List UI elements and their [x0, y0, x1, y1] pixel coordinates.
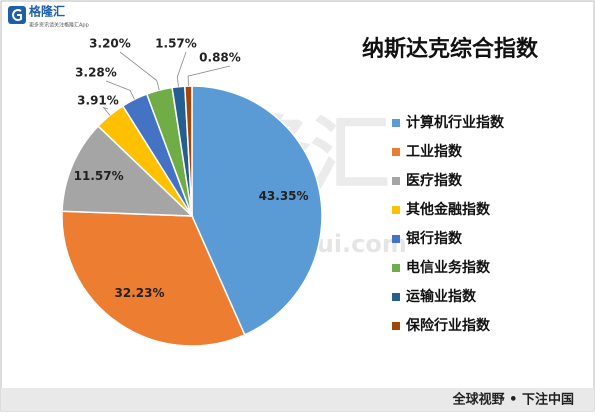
data-label: 1.57% — [155, 37, 197, 51]
pie-slice — [61, 125, 194, 217]
data-label: 11.57% — [74, 169, 124, 183]
leader-line — [176, 51, 187, 87]
data-label: 32.23% — [115, 286, 165, 300]
leader-line — [105, 80, 135, 100]
data-label: 43.35% — [259, 189, 309, 203]
leader-line — [187, 65, 231, 87]
legend-label: 工业指数 — [406, 143, 463, 160]
pie-slice — [61, 210, 246, 347]
leader-line — [102, 106, 111, 116]
legend-label: 其他金融指数 — [406, 201, 491, 218]
legend-label: 医疗指数 — [406, 172, 463, 189]
footer: 全球视野 • 下注中国 — [452, 392, 574, 408]
logo-glyph — [12, 9, 22, 21]
legend-swatch — [392, 293, 400, 301]
data-label: 0.88% — [199, 51, 241, 65]
legend-swatch — [392, 177, 400, 185]
data-label: 3.20% — [89, 37, 131, 51]
footer-band — [1, 388, 594, 411]
legend-swatch — [392, 264, 400, 272]
legend-label: 计算机行业指数 — [406, 114, 505, 131]
pie-slice — [184, 85, 193, 217]
legend-swatch — [392, 235, 400, 243]
logo-name: 格隆汇 — [29, 4, 65, 19]
legend-label: 保险行业指数 — [405, 317, 491, 334]
pie-slice — [191, 85, 323, 336]
legend-label: 电信业务指数 — [406, 259, 491, 276]
legend-label: 银行指数 — [406, 230, 463, 247]
legend-swatch — [392, 148, 400, 156]
logo-tagline: 更多资讯请关注格隆汇App — [29, 22, 89, 29]
legend-label: 运输业指数 — [406, 288, 477, 305]
chart-title: 纳斯达克综合指数 — [362, 36, 539, 62]
data-label: 3.91% — [77, 94, 119, 108]
leader-line — [119, 51, 160, 91]
legend-swatch — [392, 119, 400, 127]
legend-swatch — [392, 206, 400, 214]
legend-swatch — [392, 322, 400, 330]
data-label: 3.28% — [75, 66, 117, 80]
